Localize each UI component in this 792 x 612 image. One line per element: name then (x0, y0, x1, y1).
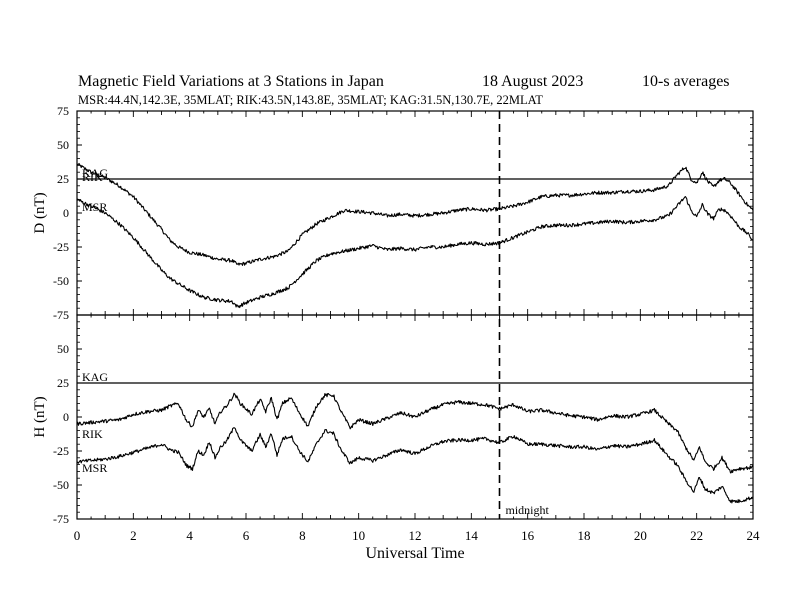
y-tick-label: 25 (57, 376, 69, 390)
x-tick-label: 22 (690, 528, 703, 543)
series-H-rik (76, 392, 754, 474)
station-label-H-rik: RIK (82, 427, 103, 441)
station-label-D-msr: MSR (82, 200, 107, 214)
y-axis-label-H: H (nT) (32, 396, 48, 437)
x-tick-label: 2 (130, 528, 137, 543)
y-tick-label: 0 (63, 410, 69, 424)
x-tick-label: 0 (74, 528, 81, 543)
x-tick-label: 24 (747, 528, 761, 543)
series-H-msr (76, 427, 754, 504)
chart-date: 18 August 2023 (482, 73, 584, 90)
x-tick-label: 18 (578, 528, 591, 543)
x-axis-label: Universal Time (365, 545, 464, 562)
x-tick-label: 8 (299, 528, 306, 543)
y-tick-label: 50 (57, 138, 69, 152)
y-tick-label: -25 (53, 444, 69, 458)
y-tick-label: -50 (53, 274, 69, 288)
series-D-rik (76, 162, 754, 266)
station-label-D-kag: KAG (82, 166, 108, 180)
x-tick-label: 16 (521, 528, 535, 543)
x-tick-label: 6 (243, 528, 250, 543)
y-tick-label: -75 (53, 512, 69, 526)
station-label-D-rik: RIK (82, 170, 103, 184)
y-tick-label: 0 (63, 206, 69, 220)
midnight-label: midnight (506, 503, 550, 517)
x-tick-label: 14 (465, 528, 479, 543)
x-tick-label: 10 (352, 528, 365, 543)
x-tick-label: 4 (186, 528, 193, 543)
panel-H-frame (76, 314, 754, 520)
station-label-H-msr: MSR (82, 461, 107, 475)
y-tick-label: 50 (57, 342, 69, 356)
series-D-msr (76, 196, 754, 309)
x-tick-label: 20 (634, 528, 647, 543)
stations-info: MSR:44.4N,142.3E, 35MLAT; RIK:43.5N,143.… (78, 93, 543, 107)
y-tick-label: -50 (53, 478, 69, 492)
x-tick-label: 12 (409, 528, 422, 543)
y-tick-label: -25 (53, 240, 69, 254)
y-tick-label: -75 (53, 308, 69, 322)
y-tick-label: 25 (57, 172, 69, 186)
chart-averaging: 10-s averages (642, 73, 730, 90)
chart-title: Magnetic Field Variations at 3 Stations … (78, 73, 384, 90)
y-tick-label: 75 (57, 104, 69, 118)
station-label-H-kag: KAG (82, 370, 108, 384)
y-axis-label-D: D (nT) (32, 192, 48, 233)
